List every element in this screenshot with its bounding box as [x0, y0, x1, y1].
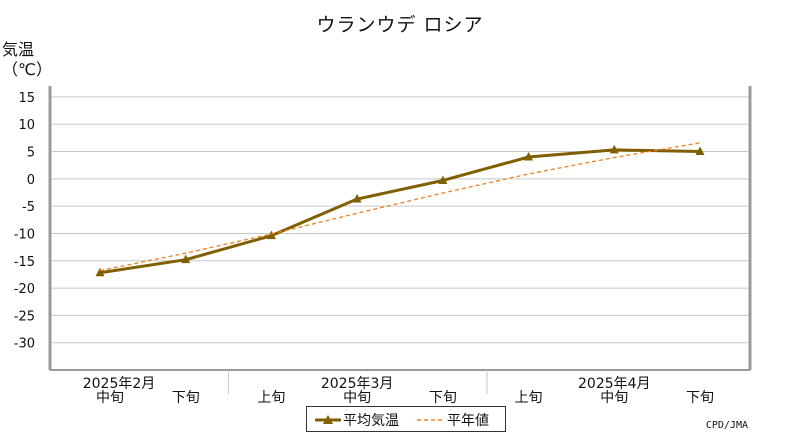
data-point-marker [181, 254, 191, 264]
x-tick-label: 中旬 [343, 390, 371, 406]
y-tick-label: 15 [18, 91, 35, 106]
series-line-mean [99, 148, 701, 275]
data-point-marker [609, 144, 619, 154]
x-tick-label: 上旬 [257, 390, 285, 406]
y-tick-label: -5 [22, 200, 35, 215]
y-tick-label: -20 [14, 282, 35, 297]
x-month-label: 2025年3月 [321, 376, 394, 392]
x-tick-label: 中旬 [600, 390, 628, 406]
data-point-marker [524, 152, 534, 161]
y-tick-label: 10 [18, 118, 35, 133]
legend-swatch-mean [315, 415, 341, 424]
data-point-marker [352, 194, 362, 203]
x-month-label: 2025年4月 [578, 376, 651, 392]
data-point-marker [438, 175, 448, 184]
data-point-marker [95, 267, 105, 277]
x-tick-label: 下旬 [429, 390, 457, 406]
x-month-label: 2025年2月 [83, 376, 156, 392]
y-tick-label: -30 [14, 337, 35, 352]
legend-label-mean: 平均気温 [343, 413, 399, 429]
y-axis-label-line2: （℃） [2, 60, 52, 79]
x-tick-label: 上旬 [515, 390, 543, 406]
data-point-marker [695, 146, 705, 156]
chart-title: ウランウデ ロシア [316, 14, 484, 36]
y-tick-label: 0 [27, 173, 35, 188]
plot-area [50, 86, 750, 370]
legend-swatch-normal [417, 419, 443, 421]
y-axis-label-line1: 気温 [2, 40, 35, 59]
data-point-marker [266, 230, 276, 240]
series-line-normal [99, 142, 701, 272]
y-tick-label: -15 [14, 255, 35, 270]
x-tick-label: 下旬 [172, 390, 200, 406]
y-axis-label: 気温 （℃） [2, 40, 52, 80]
y-tick-label: -10 [14, 227, 35, 242]
credit-text: CPD/JMA [705, 420, 748, 431]
x-tick-label: 中旬 [96, 390, 124, 406]
x-tick-label: 下旬 [686, 390, 714, 406]
legend-label-normal: 平年値 [447, 413, 489, 429]
legend: 平均気温 平年値 [306, 406, 506, 432]
y-tick-label: -25 [14, 309, 35, 324]
y-tick-label: 5 [27, 146, 35, 161]
